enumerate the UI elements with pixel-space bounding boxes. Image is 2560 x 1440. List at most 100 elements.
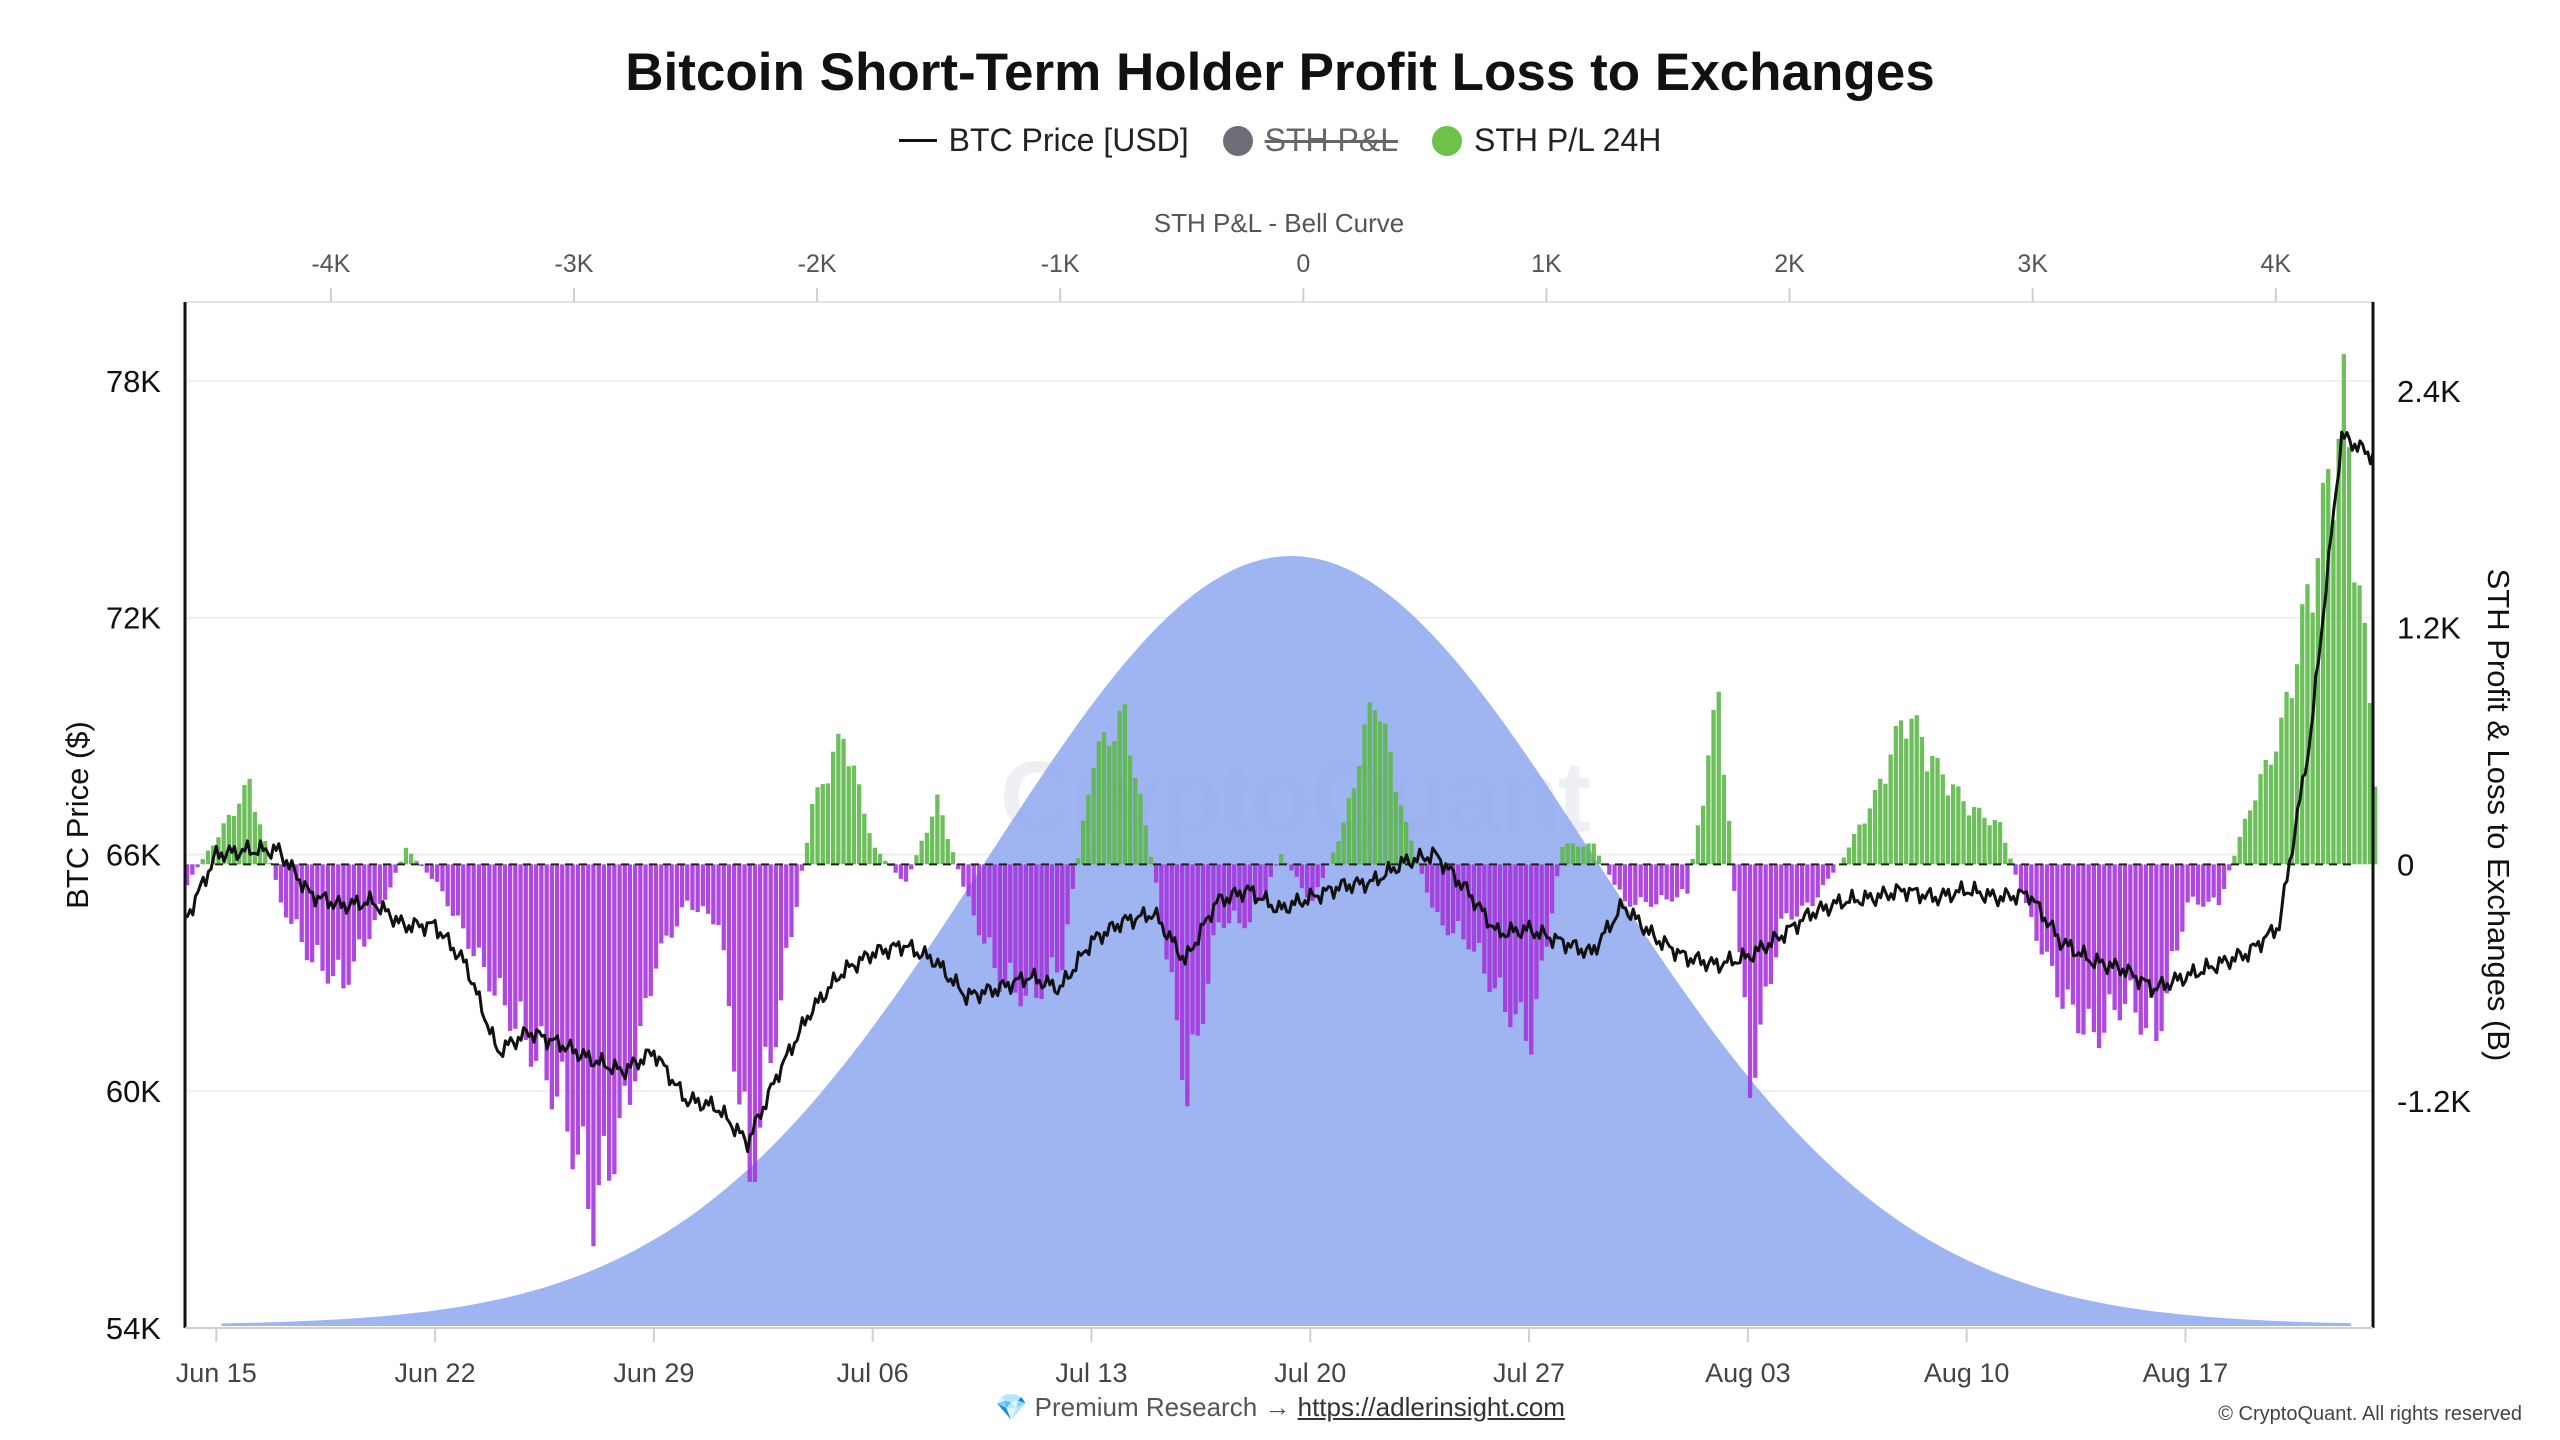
pl-bar — [919, 840, 924, 865]
legend-item-btc-price[interactable]: BTC Price [USD] — [898, 122, 1189, 159]
pl-bar — [1008, 864, 1013, 963]
pl-bar — [2044, 864, 2050, 952]
pl-bar — [831, 751, 836, 865]
pl-bar — [1638, 864, 1643, 898]
pl-bar — [1862, 823, 1867, 865]
pl-bar — [903, 864, 909, 882]
pl-bar — [1695, 825, 1701, 865]
legend-dot-marker — [1222, 125, 1253, 156]
pl-bar — [325, 864, 330, 984]
pl-bar — [1044, 864, 1049, 978]
pl-bar — [664, 864, 669, 936]
pl-bar — [304, 864, 310, 961]
pl-bar — [2195, 864, 2201, 905]
pl-bar — [1888, 754, 1893, 865]
y-left-tick-label: 78K — [106, 364, 161, 399]
pl-bar — [377, 864, 383, 904]
y-right-tick-label: 1.2K — [2397, 611, 2461, 646]
legend-item-sth-pnl[interactable]: STH P&L — [1222, 122, 1398, 159]
pl-bar — [320, 864, 325, 971]
pl-bar — [1127, 755, 1133, 865]
pl-bar — [1815, 864, 1820, 898]
x-tick-label: Jul 20 — [1274, 1358, 1346, 1388]
pl-bar — [935, 794, 940, 865]
pl-bar — [1226, 864, 1232, 924]
pl-bar — [1320, 864, 1325, 879]
pl-bar — [862, 813, 867, 865]
pl-bar — [1648, 864, 1654, 907]
pl-bar — [2242, 818, 2248, 865]
pl-bar — [393, 864, 398, 873]
pl-bar — [471, 864, 476, 957]
pl-bar — [820, 784, 825, 865]
pl-bar — [841, 738, 846, 865]
pl-bar — [1143, 825, 1148, 865]
pl-bar — [1028, 864, 1034, 977]
x-top-tick-label: -3K — [555, 250, 594, 278]
pl-bar — [1289, 864, 1294, 871]
pl-bar — [1768, 864, 1773, 985]
pl-bar — [1331, 852, 1336, 865]
legend-label-btc-price: BTC Price [USD] — [948, 122, 1189, 158]
y-right-axis-title: STH Profit & Loss to Exchanges (B) — [2481, 569, 2516, 1062]
pl-bar — [299, 864, 304, 942]
pl-bar — [2347, 447, 2352, 865]
pl-bar — [1628, 864, 1633, 907]
pl-bar — [1117, 710, 1122, 865]
pl-bar — [2263, 760, 2268, 865]
pl-bar — [1404, 821, 1409, 865]
pl-bar — [1497, 864, 1503, 978]
bell-curve-area — [221, 556, 2352, 1326]
pl-bar — [565, 864, 570, 1132]
pl-bar — [1633, 864, 1638, 905]
pl-bar — [518, 864, 523, 1002]
pl-bar — [2258, 774, 2263, 865]
pl-bar — [1555, 864, 1560, 877]
pl-bar — [945, 839, 950, 865]
pl-bar — [1180, 864, 1185, 1081]
pl-bar — [601, 864, 607, 1136]
pl-bar — [2227, 864, 2232, 871]
pl-bar — [481, 864, 487, 967]
legend-dot-marker — [1432, 125, 1463, 156]
pl-bar — [1466, 864, 1471, 950]
pl-bar — [1086, 794, 1091, 865]
pl-bar — [1299, 864, 1305, 889]
pl-bar — [726, 864, 732, 1007]
pl-bar — [1341, 822, 1346, 865]
pl-bar — [1727, 820, 1732, 865]
pl-bar — [1372, 710, 1378, 865]
pl-bar — [539, 864, 544, 1027]
pl-bar — [2279, 717, 2284, 865]
pl-bar — [440, 864, 445, 892]
pl-bar — [1310, 864, 1315, 901]
pl-bar — [633, 864, 638, 1082]
pl-bar — [242, 785, 247, 865]
pl-bars — [185, 354, 2378, 1247]
pl-bar — [857, 784, 862, 865]
pl-bar — [268, 863, 273, 865]
pl-bar — [799, 864, 804, 871]
pl-bar — [966, 864, 971, 897]
pl-bar — [409, 853, 414, 865]
pl-bar — [2216, 864, 2221, 906]
x-tick-label: Jul 27 — [1493, 1358, 1565, 1388]
pl-bar — [1805, 864, 1810, 903]
y-left-axis-title: BTC Price ($) — [60, 721, 95, 909]
legend-item-sth-pl-24h[interactable]: STH P/L 24H — [1432, 122, 1661, 159]
pl-bar — [1315, 864, 1320, 888]
pl-bar — [1268, 864, 1273, 877]
pl-bar — [2024, 864, 2029, 903]
pl-bar — [419, 864, 424, 867]
pl-bar — [1055, 864, 1060, 973]
pl-bar — [2029, 864, 2034, 917]
x-tick-label: Jun 15 — [176, 1358, 257, 1388]
pl-bar — [1378, 721, 1383, 865]
pl-bar — [289, 864, 294, 924]
pl-bar — [2175, 864, 2180, 951]
research-link[interactable]: https://adlerinsight.com — [1297, 1392, 1565, 1422]
pl-bar — [2149, 864, 2154, 998]
pl-bar — [435, 864, 440, 882]
pl-bar — [1945, 795, 1951, 865]
pl-bar — [1393, 791, 1398, 865]
